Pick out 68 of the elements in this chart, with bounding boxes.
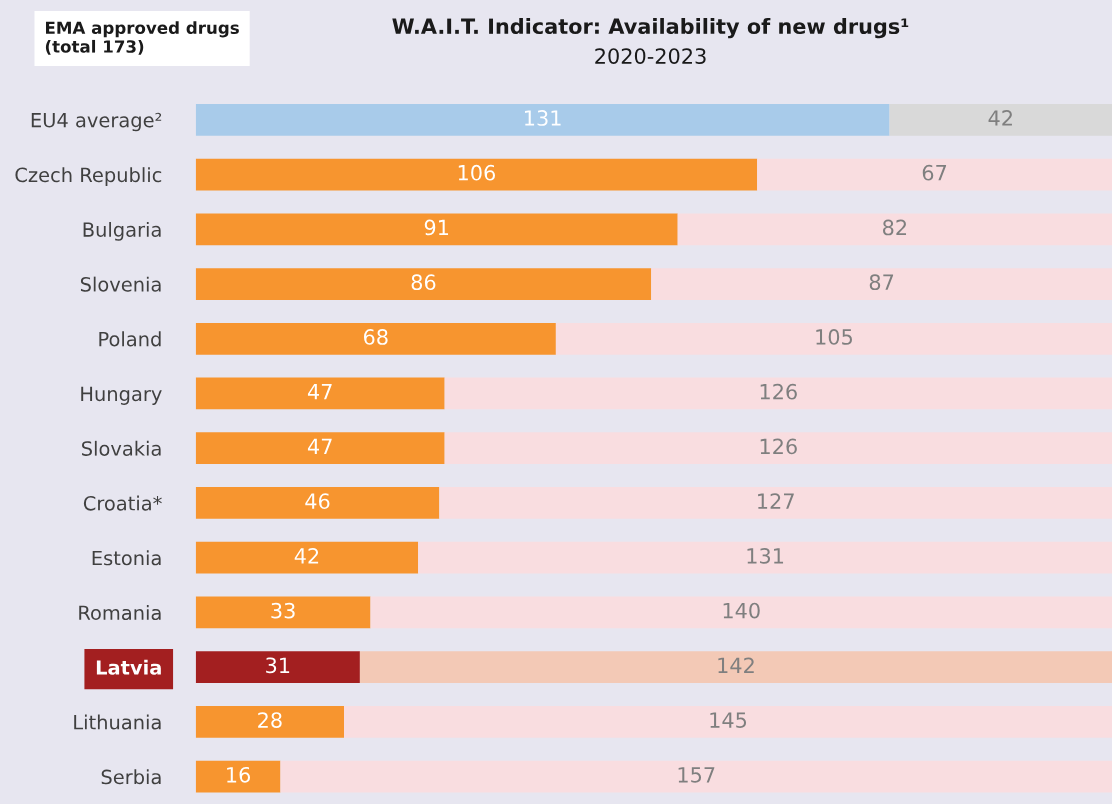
- bar: [889, 103, 1112, 136]
- data-label: 145: [710, 712, 747, 728]
- data-label: 86: [411, 274, 436, 291]
- bar: [195, 103, 890, 136]
- data-label: 126: [760, 438, 797, 455]
- bar: [195, 706, 345, 738]
- data-label: 28: [258, 712, 282, 728]
- data-label: 126: [760, 383, 797, 400]
- data-label: 67: [922, 164, 947, 181]
- data-label: 131: [747, 547, 784, 564]
- data-label: 140: [723, 602, 760, 619]
- bar: [280, 760, 1112, 793]
- y-tick-label: Poland: [99, 331, 161, 347]
- data-label: 47: [307, 384, 332, 400]
- bar: [195, 158, 758, 191]
- data-label: 105: [816, 329, 852, 345]
- bar: [444, 432, 1112, 465]
- bar: [344, 706, 1112, 738]
- y-tick-label: Czech Republic: [15, 167, 162, 186]
- data-label: 68: [363, 329, 388, 345]
- bar: [195, 596, 371, 629]
- data-label: 91: [424, 219, 449, 236]
- text: EMA approved drugs (total 173): [45, 21, 239, 55]
- bar: [444, 377, 1112, 410]
- bar: [195, 760, 281, 793]
- bar: [195, 541, 419, 574]
- bar: [195, 268, 652, 300]
- data-label: 131: [525, 110, 561, 126]
- bar: [195, 377, 445, 410]
- chart-subtitle: 2020-2023: [595, 48, 706, 64]
- bar: [370, 596, 1112, 629]
- data-label: 46: [305, 493, 330, 510]
- data-label: 106: [458, 164, 495, 181]
- y-tick-label: Croatia*: [83, 495, 162, 511]
- y-tick-label: Lithuania: [74, 714, 161, 730]
- y-tick-label: Latvia: [96, 659, 161, 675]
- data-label: 16: [227, 766, 251, 783]
- y-tick-label: Slovenia: [80, 276, 161, 292]
- bar: [651, 268, 1112, 300]
- bar: [439, 487, 1112, 519]
- bar: [757, 158, 1112, 191]
- data-label: 127: [758, 493, 794, 509]
- data-label: 142: [718, 657, 754, 673]
- bar: [555, 322, 1112, 355]
- data-label: 42: [294, 547, 319, 564]
- bar: [195, 432, 445, 465]
- y-tick-label: Estonia: [92, 550, 161, 566]
- data-label: 33: [271, 602, 295, 619]
- bar: [195, 651, 360, 684]
- data-label: 42: [988, 110, 1012, 126]
- y-tick-label: Hungary: [81, 386, 162, 405]
- bar: [677, 213, 1112, 246]
- y-tick-label: Bulgaria: [83, 221, 161, 241]
- bar: [195, 322, 556, 355]
- bar: [418, 541, 1112, 574]
- data-label: 87: [869, 274, 894, 291]
- y-tick-label: Slovakia: [82, 440, 161, 456]
- y-tick-label: Serbia: [101, 769, 161, 785]
- chart-title: W.A.I.T. Indicator: Availability of new drugs¹: [392, 17, 909, 39]
- y-tick-label: Romania: [79, 605, 161, 621]
- bar: [359, 651, 1112, 684]
- bar: [195, 213, 678, 246]
- bar: [195, 487, 440, 519]
- data-label: 82: [883, 219, 907, 236]
- y-tick-label: EU4 average²: [31, 112, 162, 132]
- data-label: 47: [307, 438, 332, 454]
- data-label: 157: [678, 767, 715, 783]
- data-label: 31: [266, 657, 290, 674]
